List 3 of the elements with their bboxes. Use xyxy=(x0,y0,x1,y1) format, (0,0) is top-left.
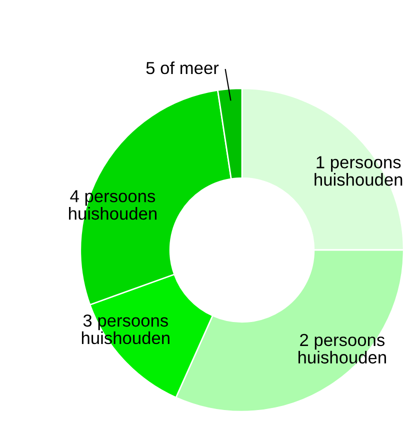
slice-label: 1 persoons huishouden xyxy=(314,156,402,186)
slice-label: 2 persoons huishouden xyxy=(298,334,386,364)
slice-label: 5 of meer xyxy=(146,61,219,74)
